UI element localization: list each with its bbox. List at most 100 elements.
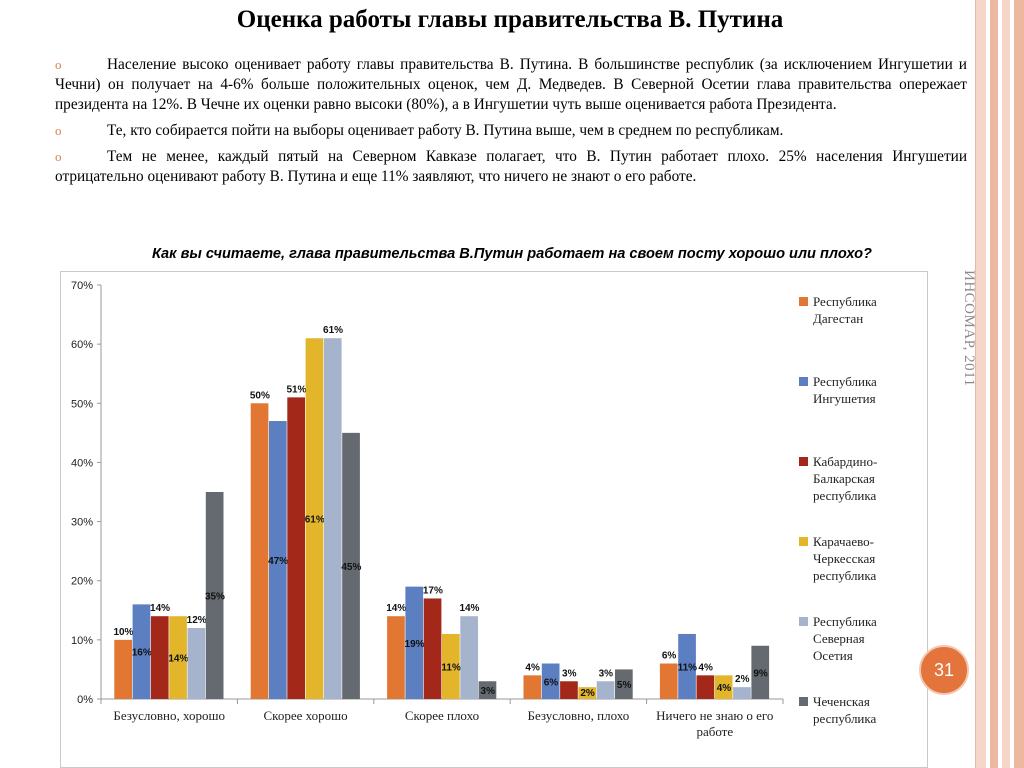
data-label: 4% — [698, 662, 713, 673]
bar — [615, 669, 633, 699]
legend-label: Республика Ингушетия — [813, 374, 877, 406]
bar — [478, 681, 497, 699]
bar — [305, 338, 324, 699]
legend-swatch — [799, 297, 808, 306]
survey-question: Как вы считаете, глава правительства В.П… — [152, 246, 872, 262]
bar — [578, 687, 597, 699]
bar — [560, 681, 578, 699]
data-label: 12% — [187, 615, 207, 626]
data-label: 4% — [717, 683, 732, 694]
data-label: 14% — [459, 603, 479, 614]
bar — [114, 639, 132, 699]
y-tick-label: 60% — [71, 339, 93, 351]
data-label: 14% — [150, 603, 170, 614]
bar — [696, 675, 715, 699]
data-label: 61% — [305, 515, 325, 526]
x-category-label: Скорее плохо — [405, 708, 479, 723]
bar — [150, 616, 169, 699]
data-label: 4% — [525, 662, 540, 673]
y-tick-label: 70% — [71, 280, 93, 292]
data-label: 17% — [423, 585, 443, 596]
bar — [733, 687, 751, 699]
decorative-stripes — [976, 0, 1024, 768]
circle-bullet-icon: o — [55, 123, 62, 138]
bar — [287, 397, 305, 699]
data-label: 51% — [286, 384, 306, 395]
bar-chart: 0% 10% 20% 30% 40% 50% 60% 70% Безусловно, хорош… — [60, 271, 928, 768]
x-category-label: Безусловно, хорошо — [113, 708, 225, 723]
bar — [523, 675, 542, 699]
y-tick-label: 10% — [71, 635, 93, 647]
data-label: 6% — [662, 651, 677, 662]
legend-label: Республика Дагестан — [813, 294, 877, 326]
bar — [187, 628, 206, 699]
source-label: ИНСОМАР, 2011 — [961, 270, 977, 387]
slide-title: Оценка работы главы правительства В. Пут… — [236, 6, 784, 33]
bar — [714, 675, 733, 699]
x-category-label: Скорее хорошо — [264, 708, 348, 723]
bar — [169, 616, 187, 699]
legend-label: Кабардино-Балкарская республика — [813, 454, 877, 503]
y-tick-label: 20% — [71, 576, 93, 588]
data-label: 5% — [617, 680, 632, 691]
x-category-label: Ничего не знаю о его работе — [656, 708, 773, 739]
data-label: 2% — [735, 674, 750, 685]
legend-swatch — [799, 377, 808, 386]
circle-bullet-icon: o — [55, 149, 62, 164]
data-label: 45% — [341, 562, 361, 573]
bullet-item: o Население высоко оценивает работу глав… — [55, 55, 967, 115]
legend-label: Карачаево-Черкесская республика — [813, 534, 877, 583]
bar — [659, 663, 678, 699]
bar — [541, 663, 560, 699]
bar — [678, 633, 696, 699]
data-label: 11% — [441, 662, 461, 673]
data-label: 9% — [753, 668, 768, 679]
chart-canvas: 0% 10% 20% 30% 40% 50% 60% 70% Безусловно, хорош… — [71, 280, 877, 739]
data-label: 35% — [205, 592, 225, 603]
page-number-badge: 31 — [919, 645, 969, 695]
legend-swatch — [799, 537, 808, 546]
y-tick-label: 40% — [71, 457, 93, 469]
stripe — [976, 0, 986, 768]
legend-swatch — [799, 697, 808, 706]
data-label: 16% — [132, 648, 152, 659]
bar — [442, 633, 460, 699]
bar — [269, 421, 287, 699]
bar — [342, 432, 360, 699]
x-category-label: Безусловно, плохо — [528, 708, 630, 723]
bar — [250, 403, 269, 699]
data-label: 47% — [268, 556, 288, 567]
bullet-text: Тем не менее, каждый пятый на Северном К… — [55, 148, 967, 185]
bar — [132, 604, 151, 699]
legend-swatch — [799, 617, 808, 626]
y-tick-label: 50% — [71, 398, 93, 410]
bullet-list: o Население высоко оценивает работу глав… — [55, 55, 967, 193]
y-tick-label: 30% — [71, 517, 93, 529]
bar — [460, 616, 478, 699]
bar — [405, 586, 424, 699]
bullet-text: Те, кто собирается пойти на выборы оцени… — [107, 122, 784, 139]
y-tick-label: 0% — [77, 694, 93, 706]
stripe — [990, 0, 998, 768]
data-label: 3% — [599, 668, 614, 679]
bullet-text: Население высоко оценивает работу главы … — [55, 56, 967, 113]
bar — [387, 616, 405, 699]
stripe — [1014, 0, 1024, 768]
legend-swatch — [799, 457, 808, 466]
bar — [323, 338, 342, 699]
data-label: 11% — [678, 662, 698, 673]
data-label: 10% — [113, 627, 133, 638]
data-label: 61% — [323, 325, 343, 336]
data-label: 3% — [562, 668, 577, 679]
data-label: 14% — [386, 603, 406, 614]
slide-frame — [975, 0, 976, 768]
bar — [751, 645, 770, 699]
data-label: 50% — [250, 390, 270, 401]
bullet-item: o Те, кто собирается пойти на выборы оце… — [55, 121, 967, 141]
bar — [596, 681, 615, 699]
bar — [205, 492, 224, 699]
stripe — [1002, 0, 1010, 768]
circle-bullet-icon: o — [55, 57, 62, 72]
data-label: 19% — [405, 639, 425, 650]
data-label: 14% — [168, 654, 188, 665]
